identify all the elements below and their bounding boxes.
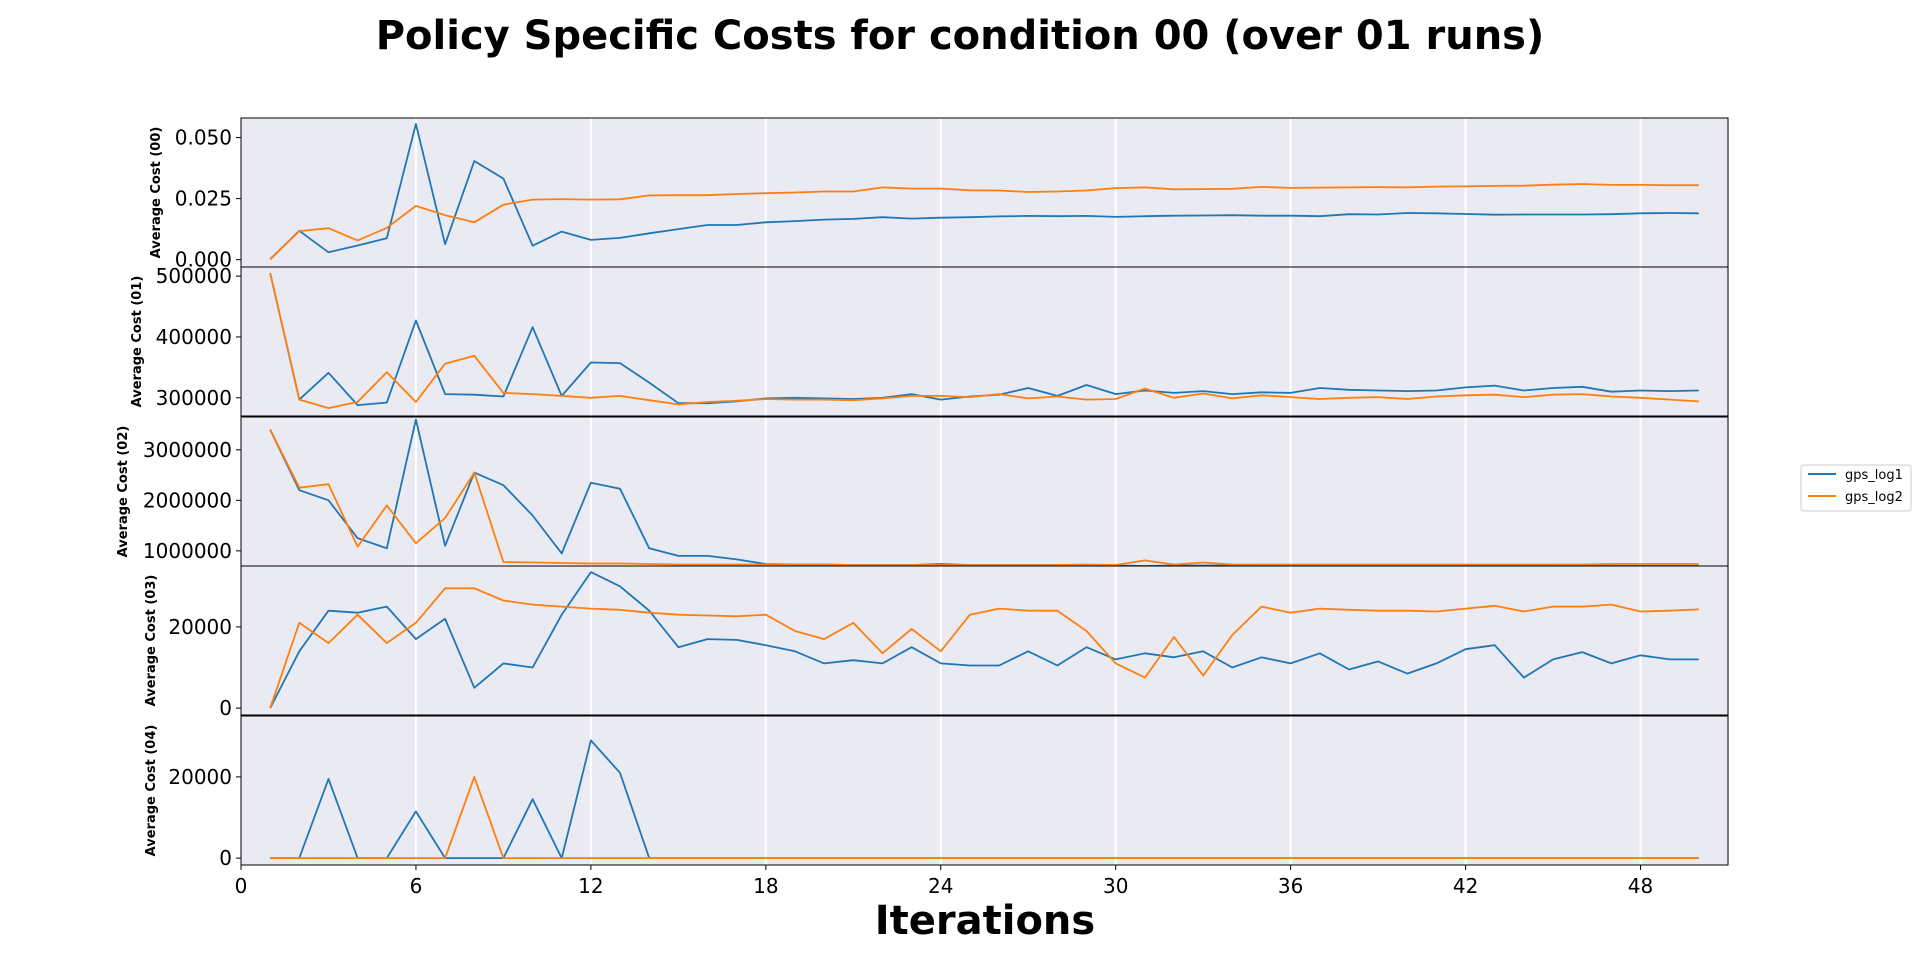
subplot-0: 0.000 0.025 0.050 Average Cost (00) <box>149 117 1729 272</box>
chart-title: Policy Specific Costs for condition 00 (… <box>376 13 1545 59</box>
x-tick-label: 42 <box>1453 874 1478 898</box>
y-tick-label: 400000 <box>156 325 232 349</box>
y-axis-label: Average Cost (00) <box>149 127 164 259</box>
plot-area <box>241 716 1728 865</box>
series-line-gps_log1 <box>269 571 1699 709</box>
legend-box <box>1800 464 1912 512</box>
plot-area <box>241 566 1728 715</box>
y-axis-label: Average Cost (01) <box>130 276 145 408</box>
y-tick-label: 1000000 <box>143 539 232 563</box>
x-tick-label: 30 <box>1103 874 1128 898</box>
y-tick-label: 3000000 <box>143 438 232 462</box>
y-tick-label: 2000000 <box>143 488 232 512</box>
x-tick-label: 6 <box>410 874 423 898</box>
series-line-gps_log2 <box>269 587 1699 709</box>
subplots: 0.000 0.025 0.050 Average Cost (00) 300000 40… <box>116 117 1729 870</box>
x-axis-label: Iterations <box>875 898 1095 944</box>
x-tick-label: 0 <box>235 874 248 898</box>
legend: gps_log1 gps_log2 <box>1800 464 1912 512</box>
y-axis-label: Average Cost (04) <box>144 725 159 857</box>
plot-frame <box>240 715 1729 866</box>
x-tick-label: 24 <box>928 874 953 898</box>
y-tick-label: 0.025 <box>175 187 232 211</box>
series-line-gps_log2 <box>269 429 1699 566</box>
x-tick-label: 36 <box>1278 874 1303 898</box>
y-axis-label: Average Cost (03) <box>144 575 159 707</box>
y-tick-label: 500000 <box>156 264 232 288</box>
plot-area <box>241 118 1728 267</box>
series-line-gps_log2 <box>269 183 1699 260</box>
x-tick-label: 48 <box>1628 874 1653 898</box>
y-tick-label: 0.000 <box>175 248 232 272</box>
y-tick-label: 0 <box>219 696 232 720</box>
plot-frame <box>240 565 1729 716</box>
x-tick-label: 12 <box>578 874 603 898</box>
subplot-2: 1000000 2000000 3000000 Average Cost (02) <box>116 416 1729 567</box>
legend-label: gps_log1 <box>1845 468 1903 483</box>
legend-label: gps_log2 <box>1845 490 1903 505</box>
x-tick-label: 18 <box>753 874 778 898</box>
x-axis: 0 6 12 18 24 30 36 42 48 <box>235 865 1653 898</box>
subplot-1: 300000 400000 500000 Average Cost (01) <box>130 264 1729 417</box>
plot-area <box>241 417 1728 566</box>
y-tick-label: 20000 <box>168 765 232 789</box>
y-tick-label: 0.050 <box>175 126 232 150</box>
y-axis-label: Average Cost (02) <box>116 426 131 558</box>
plot-frame <box>240 266 1729 417</box>
series-line-gps_log1 <box>269 123 1699 260</box>
subplot-4: 0 20000 Average Cost (04) <box>144 715 1729 870</box>
subplot-3: 0 20000 Average Cost (03) <box>144 565 1729 720</box>
y-tick-label: 300000 <box>156 386 232 410</box>
series-line-gps_log2 <box>270 776 1699 859</box>
plot-area <box>241 267 1728 416</box>
y-tick-label: 0 <box>219 846 232 870</box>
series-line-gps_log2 <box>269 272 1699 410</box>
y-tick-label: 20000 <box>168 615 232 639</box>
